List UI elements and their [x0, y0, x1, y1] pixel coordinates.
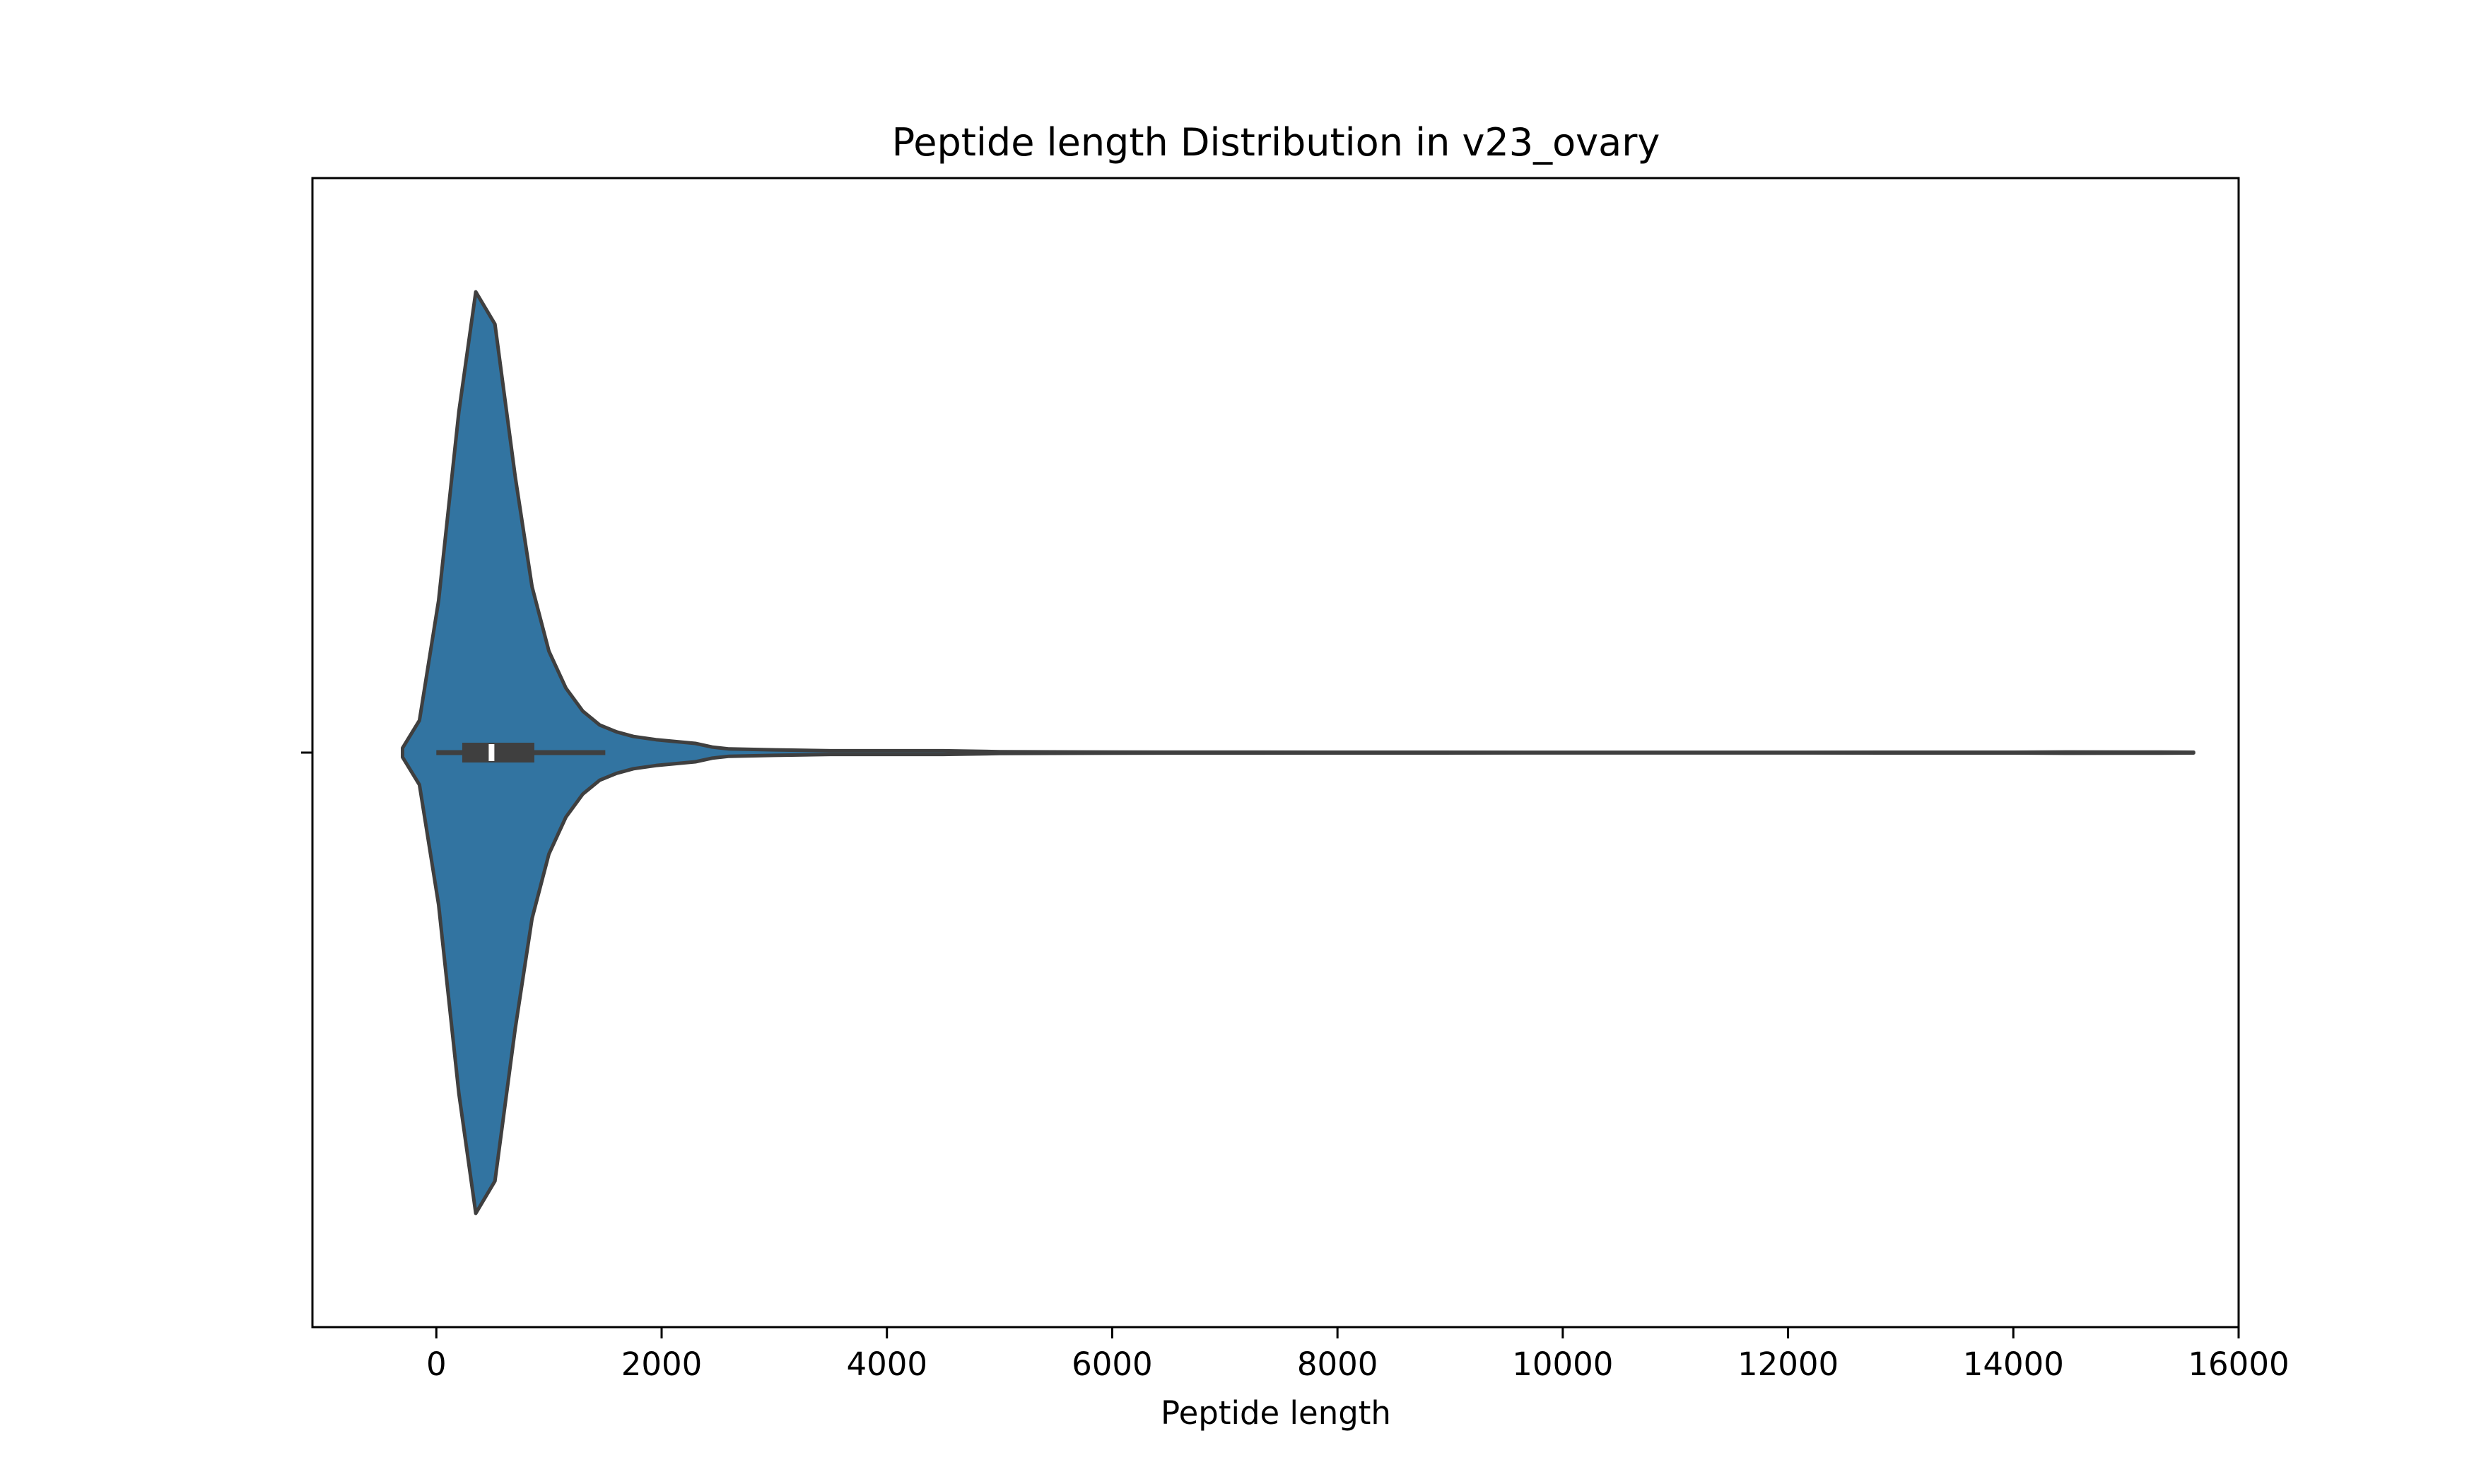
x-tick-label: 16000	[2188, 1345, 2289, 1383]
x-tick-label: 14000	[1963, 1345, 2064, 1383]
violin-body	[401, 290, 2195, 1215]
x-tick-label: 4000	[846, 1345, 927, 1383]
x-tick-label: 8000	[1297, 1345, 1378, 1383]
x-tick-label: 0	[426, 1345, 447, 1383]
x-tick-label: 12000	[1737, 1345, 1839, 1383]
chart-title: Peptide length Distribution in v23_ovary	[892, 120, 1660, 165]
x-tick-label: 6000	[1072, 1345, 1153, 1383]
x-axis-ticks: 0 2000 4000 6000 8000 10000 12000 14000 16000	[426, 1327, 2290, 1383]
x-tick-label: 10000	[1512, 1345, 1613, 1383]
x-axis-label: Peptide length	[1161, 1394, 1391, 1432]
interquartile-box	[462, 743, 534, 762]
median-marker	[488, 744, 495, 761]
box-layer	[436, 743, 606, 762]
violin-layer	[401, 290, 2195, 1215]
x-tick-label: 2000	[621, 1345, 703, 1383]
